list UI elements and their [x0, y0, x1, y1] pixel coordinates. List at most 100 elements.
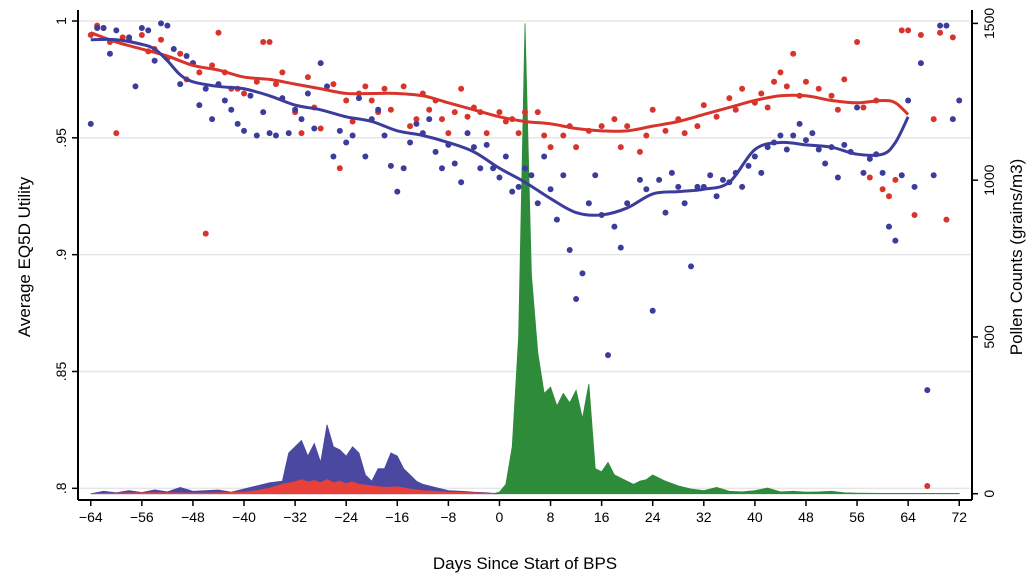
data-point-red: [483, 130, 490, 137]
data-point-red: [611, 116, 618, 123]
data-point-red: [522, 109, 528, 116]
data-point-blue: [183, 53, 190, 60]
data-point-blue: [209, 116, 216, 123]
x-tick-label: −40: [232, 509, 256, 525]
data-point-red: [362, 83, 369, 90]
x-tick-label: 32: [696, 509, 712, 525]
data-point-blue: [662, 209, 669, 216]
data-point-blue: [930, 172, 937, 179]
pollen-area-red: [90, 479, 500, 495]
data-point-red: [330, 81, 337, 88]
data-point-blue: [132, 83, 139, 90]
data-point-blue: [592, 172, 599, 179]
data-point-red: [158, 36, 165, 43]
y2-axis-title: Pollen Counts (grains/m3): [1007, 159, 1026, 356]
y2-tick-label: 1500: [981, 8, 997, 39]
y2-tick-label: 500: [981, 325, 997, 349]
data-point-blue: [432, 148, 439, 155]
data-point-red: [381, 85, 388, 92]
data-point-blue: [713, 193, 720, 200]
data-point-blue: [496, 174, 503, 181]
data-point-blue: [272, 132, 279, 139]
data-point-blue: [649, 307, 656, 314]
data-point-blue: [451, 160, 458, 167]
data-point-blue: [113, 27, 120, 34]
data-point-blue: [285, 130, 292, 137]
data-point-blue: [624, 200, 631, 207]
data-point-red: [438, 116, 445, 123]
y-axis-title: Average EQ5D Utility: [15, 176, 34, 337]
data-point-blue: [917, 60, 924, 67]
data-point-blue: [783, 146, 790, 153]
data-point-red: [317, 125, 324, 132]
data-point-blue: [745, 162, 752, 169]
data-point-red: [726, 95, 733, 102]
data-point-red: [732, 106, 739, 113]
data-point-blue: [681, 200, 688, 207]
data-point-blue: [656, 176, 663, 183]
data-point-red: [458, 85, 465, 92]
data-point-blue: [739, 183, 746, 190]
data-point-blue: [298, 116, 305, 123]
data-point-red: [349, 118, 356, 125]
data-point-red: [841, 76, 848, 83]
data-point-blue: [560, 172, 567, 179]
data-point-blue: [381, 132, 388, 139]
data-point-blue: [407, 139, 414, 146]
x-tick-label: 8: [547, 509, 555, 525]
data-point-red: [771, 78, 778, 85]
data-point-red: [643, 132, 650, 139]
data-point-red: [860, 104, 867, 111]
data-point-blue: [949, 116, 956, 123]
data-point-blue: [790, 132, 797, 139]
data-point-red: [534, 109, 541, 116]
data-point-blue: [636, 176, 643, 183]
data-point-red: [215, 29, 222, 36]
data-point-red: [681, 130, 688, 137]
data-point-blue: [553, 216, 560, 223]
data-point-blue: [547, 186, 554, 193]
data-point-blue: [336, 127, 343, 134]
data-point-red: [298, 130, 305, 137]
data-point-red: [598, 123, 605, 130]
data-point-red: [700, 102, 707, 109]
data-point-blue: [866, 155, 873, 162]
x-tick-label: 24: [645, 509, 661, 525]
data-point-red: [777, 69, 784, 76]
data-point-red: [854, 39, 861, 46]
data-point-red: [764, 104, 771, 111]
x-tick-label: −24: [334, 509, 358, 525]
data-point-red: [209, 62, 216, 69]
data-point-blue: [177, 81, 184, 88]
data-point-red: [937, 29, 944, 36]
data-point-blue: [100, 25, 107, 32]
data-point-blue: [534, 200, 541, 207]
data-point-blue: [221, 97, 228, 104]
data-point-blue: [387, 162, 394, 169]
data-point-red: [930, 116, 937, 123]
data-point-blue: [158, 20, 165, 27]
data-point-red: [636, 148, 643, 155]
data-point-red: [783, 83, 790, 90]
data-point-red: [496, 109, 503, 116]
data-point-blue: [611, 223, 618, 230]
data-point-red: [802, 78, 809, 85]
data-point-blue: [317, 60, 324, 67]
data-point-red: [343, 97, 350, 104]
data-point-blue: [304, 90, 311, 97]
data-point-blue: [879, 169, 886, 176]
y-tick-label: .85: [53, 362, 69, 382]
data-point-red: [885, 193, 892, 200]
data-point-blue: [751, 153, 758, 160]
data-point-red: [266, 39, 273, 46]
pollen-area-blue: [90, 424, 500, 495]
data-point-red: [387, 106, 394, 113]
data-point-red: [739, 85, 746, 92]
data-point-blue: [426, 116, 433, 123]
data-point-red: [949, 34, 956, 41]
data-point-red: [368, 97, 375, 104]
data-point-blue: [605, 352, 612, 359]
data-point-red: [905, 27, 912, 34]
data-point-blue: [688, 263, 695, 270]
pollen-area-green: [492, 23, 960, 495]
